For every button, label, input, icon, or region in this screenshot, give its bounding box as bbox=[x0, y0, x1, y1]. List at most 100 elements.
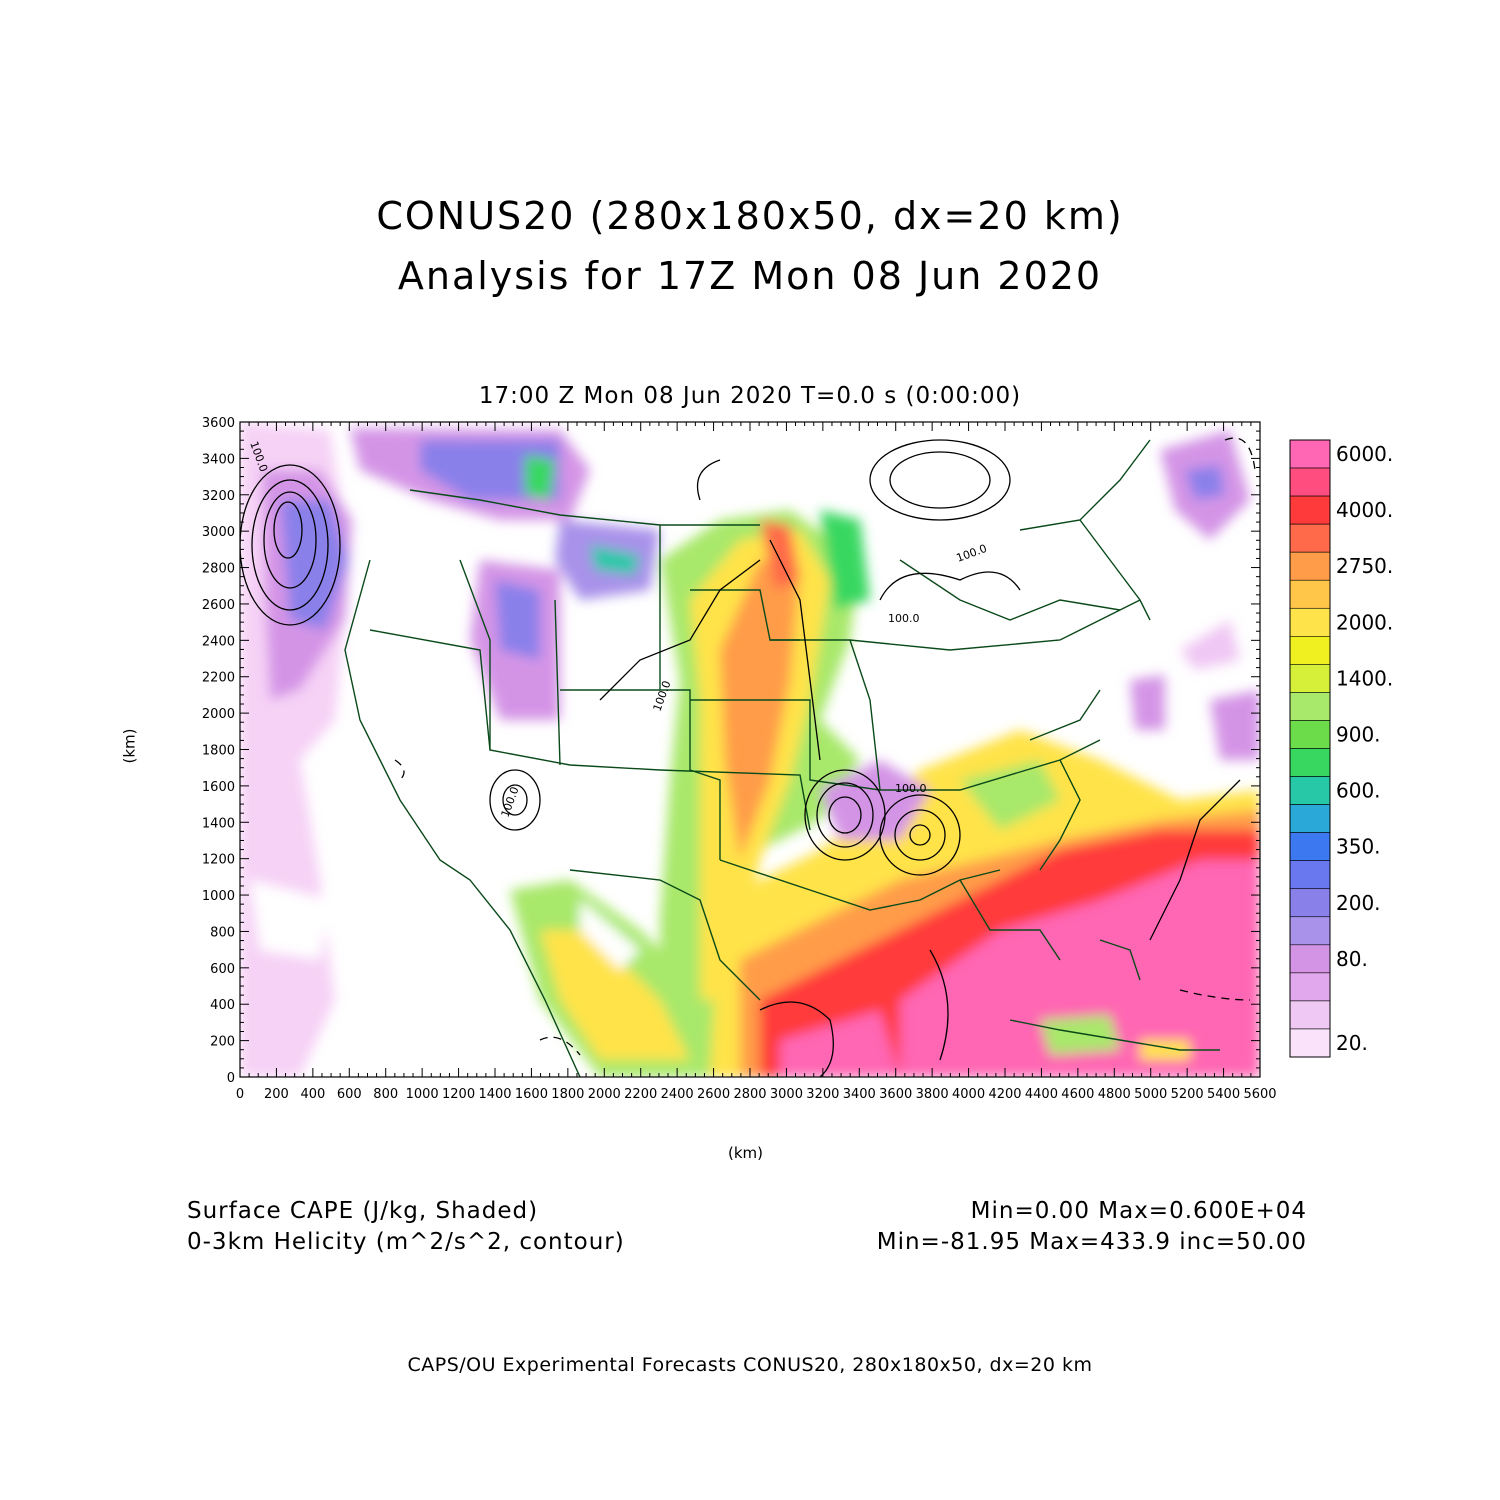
y-tick-label: 2000 bbox=[202, 707, 235, 722]
colorbar-label: 80. bbox=[1336, 947, 1368, 971]
y-tick-label: 0 bbox=[227, 1071, 235, 1086]
x-tick-label: 2400 bbox=[661, 1087, 694, 1102]
colorbar-swatch bbox=[1289, 1028, 1331, 1058]
colorbar-label: 200. bbox=[1336, 891, 1381, 915]
x-tick-label: 4600 bbox=[1061, 1087, 1094, 1102]
shaded-field bbox=[240, 422, 1260, 1077]
colorbar-frame bbox=[1289, 439, 1331, 1058]
x-tick-label: 2000 bbox=[588, 1087, 621, 1102]
colorbar-swatch bbox=[1289, 944, 1331, 974]
contour-label: 100.0 bbox=[888, 612, 920, 625]
y-tick-label: 1000 bbox=[202, 889, 235, 904]
y-tick-label: 3000 bbox=[202, 525, 235, 540]
x-tick-label: 3800 bbox=[916, 1087, 949, 1102]
colorbar-swatch bbox=[1289, 523, 1331, 553]
x-tick-label: 4800 bbox=[1098, 1087, 1131, 1102]
y-tick-label: 2200 bbox=[202, 671, 235, 686]
y-tick-label: 1400 bbox=[202, 816, 235, 831]
credit-line: CAPS/OU Experimental Forecasts CONUS20, … bbox=[407, 1354, 1093, 1376]
colorbar-label: 1400. bbox=[1336, 666, 1393, 690]
colorbar-swatch bbox=[1289, 776, 1331, 805]
y-tick-label: 200 bbox=[210, 1035, 235, 1050]
x-tick-label: 2800 bbox=[733, 1087, 766, 1102]
title-line-2: Analysis for 17Z Mon 08 Jun 2020 bbox=[397, 254, 1103, 298]
colorbar-swatch bbox=[1289, 832, 1331, 861]
colorbar-label: 2000. bbox=[1336, 610, 1393, 634]
colorbar-swatch bbox=[1289, 860, 1331, 890]
colorbar-label: 20. bbox=[1336, 1031, 1368, 1055]
colorbar-swatch bbox=[1289, 916, 1331, 946]
x-tick-label: 1600 bbox=[515, 1087, 548, 1102]
colorbar-label: 2750. bbox=[1336, 554, 1393, 578]
y-tick-label: 1800 bbox=[202, 744, 235, 759]
x-tick-label: 5000 bbox=[1134, 1087, 1167, 1102]
colorbar-label: 900. bbox=[1336, 722, 1381, 746]
y-tick-label: 1600 bbox=[202, 780, 235, 795]
colorbar-swatch bbox=[1289, 467, 1331, 497]
y-tick-label: 3200 bbox=[202, 489, 235, 504]
colorbar-swatch bbox=[1289, 972, 1331, 1002]
contour-field-label: 0-3km Helicity (m^2/s^2, contour) bbox=[187, 1229, 625, 1255]
shaded-range: Min=0.00 Max=0.600E+04 bbox=[970, 1198, 1307, 1224]
x-tick-label: 400 bbox=[300, 1087, 325, 1102]
x-tick-label: 0 bbox=[236, 1087, 244, 1102]
y-tick-label: 3600 bbox=[202, 416, 235, 431]
x-tick-label: 1000 bbox=[406, 1087, 439, 1102]
colorbar-swatch bbox=[1289, 551, 1331, 581]
x-tick-label: 2200 bbox=[624, 1087, 657, 1102]
colorbar-swatch bbox=[1289, 748, 1331, 777]
x-tick-label: 3200 bbox=[806, 1087, 839, 1102]
colorbar-swatch bbox=[1289, 579, 1331, 609]
x-tick-label: 3600 bbox=[879, 1087, 912, 1102]
y-tick-label: 600 bbox=[210, 962, 235, 977]
x-tick-label: 3400 bbox=[843, 1087, 876, 1102]
colorbar-swatch bbox=[1289, 1000, 1331, 1030]
y-tick-label: 400 bbox=[210, 998, 235, 1013]
axis-ticks bbox=[239, 421, 1261, 1078]
x-tick-label: 2600 bbox=[697, 1087, 730, 1102]
x-tick-label: 800 bbox=[373, 1087, 398, 1102]
title-line-1: CONUS20 (280x180x50, dx=20 km) bbox=[376, 194, 1124, 238]
y-tick-label: 2800 bbox=[202, 562, 235, 577]
x-tick-label: 4400 bbox=[1025, 1087, 1058, 1102]
colorbar-swatch bbox=[1289, 495, 1331, 525]
colorbar-swatch bbox=[1289, 692, 1331, 721]
x-tick-label: 5600 bbox=[1243, 1087, 1276, 1102]
x-axis-label: (km) bbox=[728, 1144, 764, 1162]
colorbar-swatch bbox=[1289, 664, 1331, 693]
colorbar-label: 600. bbox=[1336, 779, 1381, 803]
helicity-contours bbox=[240, 439, 1241, 1077]
y-tick-label: 1200 bbox=[202, 853, 235, 868]
y-tick-label: 800 bbox=[210, 925, 235, 940]
x-tick-label: 1200 bbox=[442, 1087, 475, 1102]
state-boundaries bbox=[344, 439, 1220, 1077]
y-tick-label: 2600 bbox=[202, 598, 235, 613]
x-tick-label: 1400 bbox=[478, 1087, 511, 1102]
colorbar-swatch bbox=[1289, 888, 1331, 918]
contour-range: Min=-81.95 Max=433.9 inc=50.00 bbox=[876, 1229, 1307, 1255]
x-tick-label: 5200 bbox=[1171, 1087, 1204, 1102]
contour-label: 100.0 bbox=[895, 782, 927, 795]
y-axis-label: (km) bbox=[120, 728, 139, 764]
colorbar-label: 4000. bbox=[1336, 498, 1393, 522]
y-tick-label: 2400 bbox=[202, 634, 235, 649]
y-tick-label: 3400 bbox=[202, 452, 235, 467]
x-axis-tick-labels: 0 200 400 600 800 1000 1200 1400 1600 1800 2000 220… bbox=[236, 1087, 1277, 1102]
x-tick-label: 4200 bbox=[988, 1087, 1021, 1102]
colorbar bbox=[1289, 439, 1331, 1058]
colorbar-label: 350. bbox=[1336, 835, 1381, 859]
negative-helicity-contours bbox=[394, 437, 1256, 1056]
colorbar-swatch bbox=[1289, 636, 1331, 665]
plot-subtitle: 17:00 Z Mon 08 Jun 2020 T=0.0 s (0:00:00… bbox=[478, 383, 1022, 409]
colorbar-swatch bbox=[1289, 607, 1331, 637]
y-axis-tick-labels: 0 200 400 600 800 1000 1200 1400 1600 1800 2000 220… bbox=[202, 416, 235, 1086]
x-tick-label: 3000 bbox=[770, 1087, 803, 1102]
colorbar-swatch bbox=[1289, 804, 1331, 833]
x-tick-label: 4000 bbox=[952, 1087, 985, 1102]
x-tick-label: 200 bbox=[264, 1087, 289, 1102]
x-tick-label: 5400 bbox=[1207, 1087, 1240, 1102]
colorbar-labels: 6000. 4000. 2750. 2000. 1400. 900. 600. 350. 200… bbox=[1336, 442, 1393, 1055]
colorbar-swatch bbox=[1289, 720, 1331, 749]
